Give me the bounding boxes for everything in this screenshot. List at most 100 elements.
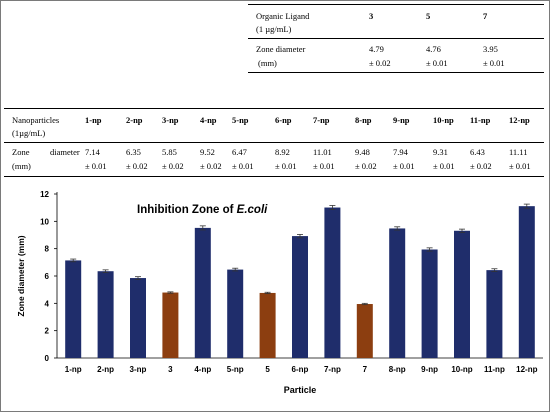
np-row-label-sub: (mm) [12,161,31,171]
x-tick-label: 2-np [97,365,114,374]
np-value: 7.94 [393,147,408,157]
ligand-col-7: 7 [483,11,488,21]
x-tick-label: 3-np [130,365,147,374]
np-col-header: 6-np [275,115,292,125]
np-error: ± 0.01 [313,161,335,171]
np-row-label-b: diameter [50,147,80,157]
y-tick-label: 0 [45,354,50,363]
inhibition-zone-chart: 0 2 4 6 8 10 12 1-np 2-np 3-np 3 4-np 5-np 5 6-np 7-np 7… [16,190,543,395]
x-tick-label: 4-np [194,365,211,374]
bar [65,260,82,358]
np-col-header: 9-np [393,115,410,125]
np-header-label-sub: (1µg/mL) [12,128,46,138]
bar [259,292,276,358]
y-axis-label: Zone diameter (mm) [16,235,26,316]
np-value: 11.11 [509,147,528,157]
np-value: 11.01 [313,147,332,157]
np-error: ± 0.01 [232,161,254,171]
y-tick-label: 4 [45,299,50,308]
np-col-header: 2-np [126,115,143,125]
x-tick-label: 1-np [65,365,82,374]
x-tick-label: 7-np [324,365,341,374]
np-error: ± 0.02 [355,161,377,171]
ligand-table-bottom-rule [248,72,544,73]
y-tick-label: 10 [40,217,49,226]
chart-title: Inhibition Zone of E.coli [137,204,268,216]
np-col-header: 3-np [162,115,179,125]
x-tick-label: 9-np [421,365,438,374]
x-tick-label: 12-np [516,365,537,374]
x-tick-label: 3 [168,365,173,374]
np-error: ± 0.02 [200,161,222,171]
np-header-label: Nanoparticles [12,115,60,125]
bar [292,236,308,358]
np-value: 5.85 [162,147,177,157]
y-tick-label: 8 [45,245,50,254]
np-value: 9.52 [200,147,215,157]
ligand-col-5: 5 [426,11,431,21]
np-error: ± 0.02 [126,161,148,171]
ligand-table-mid-rule [248,38,544,39]
bar [194,227,211,358]
ligand-header-sub: (1 µg/mL) [256,24,292,34]
y-tick-label: 12 [40,190,49,199]
np-error: ± 0.01 [393,161,415,171]
np-error: ± 0.01 [433,161,455,171]
np-table-mid-rule [4,142,544,143]
bar [454,230,470,358]
ligand-header-label: Organic Ligand [256,11,310,21]
np-row-label-a: Zone [12,147,30,157]
bar [227,269,244,358]
np-col-header: 7-np [313,115,330,125]
ligand-col-3: 3 [369,11,374,21]
np-value: 7.14 [85,147,100,157]
np-col-header: 1-np [85,115,102,125]
bar [97,271,114,358]
np-col-header: 8-np [355,115,372,125]
x-tick-label: 5 [265,365,270,374]
np-value: 9.31 [433,147,448,157]
x-tick-label: 8-np [389,365,406,374]
ligand-error-3: ± 0.02 [369,58,391,68]
np-table-bottom-rule [4,176,544,177]
np-col-header: 11-np [470,115,491,125]
ligand-error-5: ± 0.01 [426,58,448,68]
y-tick-label: 2 [45,327,50,336]
np-value: 8.92 [275,147,290,157]
bar [389,228,406,358]
ligand-row-label-sub: (mm) [258,58,277,68]
bar [518,206,535,358]
bar [421,249,438,358]
np-error: ± 0.02 [162,161,184,171]
x-axis-label: Particle [284,385,317,395]
x-tick-label: 11-np [484,365,505,374]
x-tick-label: 5-np [227,365,244,374]
np-col-header: 10-np [433,115,454,125]
ligand-value-5: 4.76 [426,44,441,54]
ligand-table-top-rule [248,4,544,5]
np-error: ± 0.01 [509,161,531,171]
ligand-value-7: 3.95 [483,44,498,54]
np-col-header: 5-np [232,115,249,125]
bar [130,278,146,358]
np-table-top-rule [4,108,544,109]
np-col-header: 4-np [200,115,217,125]
x-tick-label: 10-np [451,365,472,374]
np-error: ± 0.01 [85,161,107,171]
bar [324,207,341,358]
np-col-header: 12-np [509,115,530,125]
ligand-error-7: ± 0.01 [483,58,505,68]
np-error: ± 0.02 [470,161,492,171]
bar [356,304,373,358]
np-value: 6.47 [232,147,247,157]
x-tick-label: 6-np [292,365,309,374]
y-tick-label: 6 [45,272,50,281]
np-value: 9.48 [355,147,370,157]
x-tick-label: 7 [363,365,368,374]
np-error: ± 0.01 [275,161,297,171]
np-value: 6.35 [126,147,141,157]
ligand-value-3: 4.79 [369,44,384,54]
np-value: 6.43 [470,147,485,157]
bar [162,292,179,358]
bar [486,270,503,358]
